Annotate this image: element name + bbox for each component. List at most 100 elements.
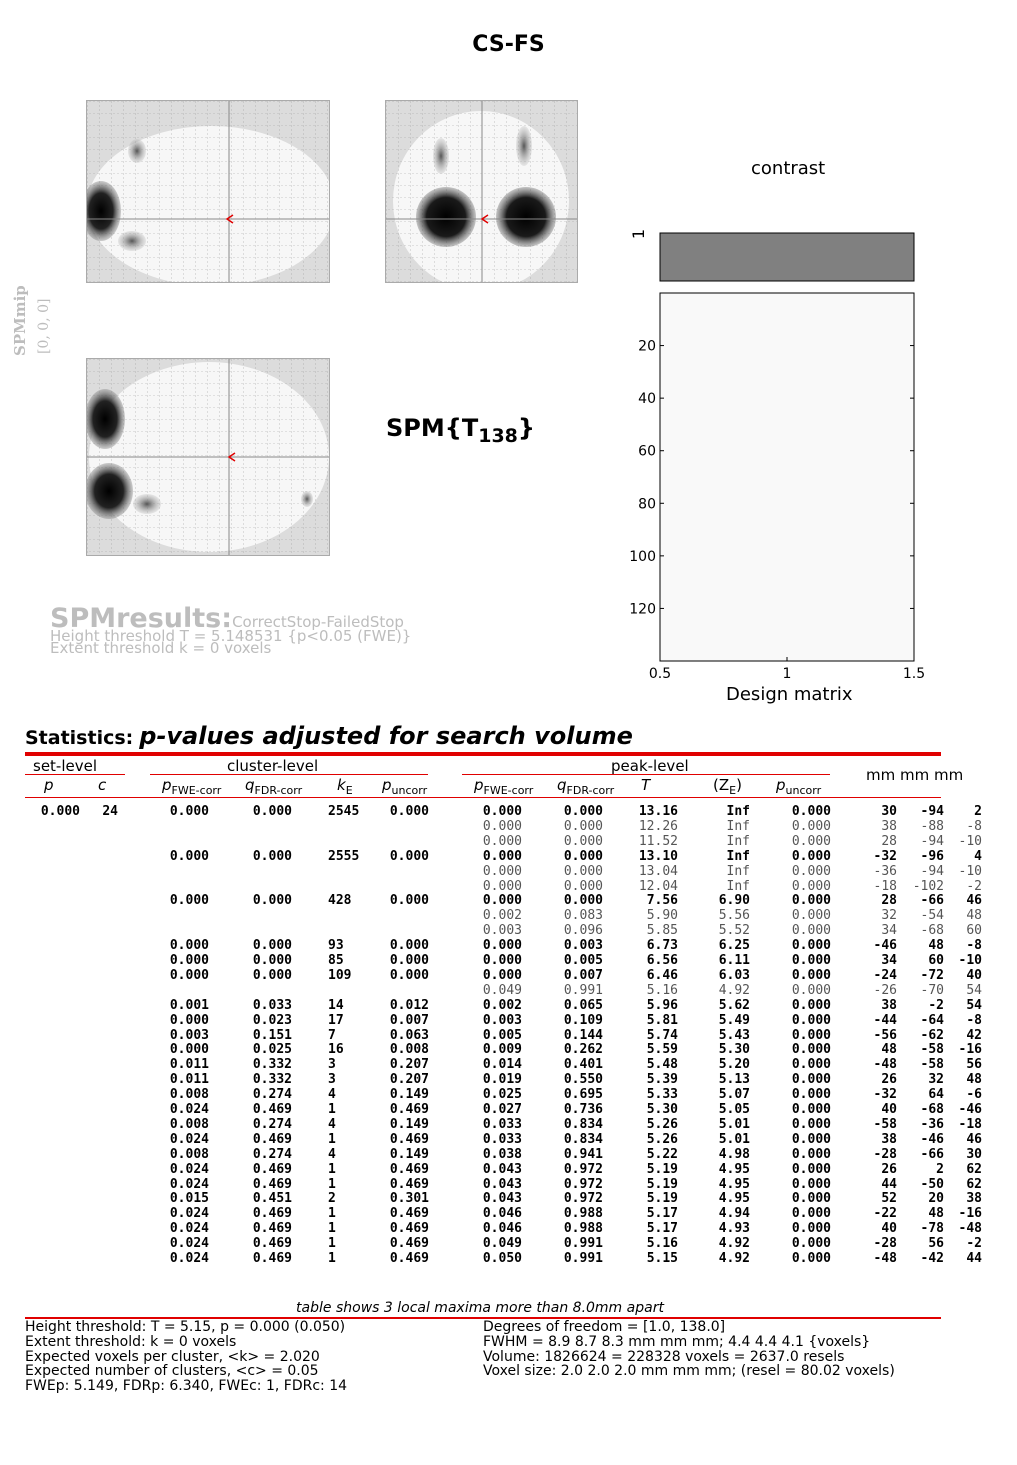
cell-cl-unc: 0.063 — [389, 1027, 429, 1043]
xtick-label: 1.5 — [903, 666, 925, 682]
stats-label: Statistics: — [25, 727, 134, 749]
cell-z: -2 — [966, 878, 982, 894]
cell-cl-fwe: 0.008 — [169, 1087, 209, 1103]
cell-y: -50 — [920, 1176, 944, 1192]
cell-pk-unc: 0.000 — [791, 1161, 831, 1177]
cell-pk-fdr: 0.988 — [563, 1221, 603, 1237]
cell-cl-fwe: 0.000 — [169, 953, 209, 968]
results-extent-threshold: Extent threshold k = 0 voxels — [50, 638, 272, 657]
ytick-label: 60 — [638, 444, 656, 460]
cell-y: -54 — [920, 908, 944, 924]
glass-brain-coronal — [385, 100, 578, 283]
table-row: 0.011 0.332 3 0.207 0.019 0.550 5.39 5.13 0.000 2… — [0, 1072, 1017, 1087]
cell-cl-unc: 0.207 — [389, 1057, 429, 1073]
cell-pk-fwe: 0.003 — [482, 923, 522, 939]
cell-cl-unc: 0.469 — [389, 1221, 429, 1237]
cell-pk-fdr: 0.007 — [563, 967, 603, 983]
cell-cl-k: 1 — [328, 1176, 336, 1192]
cell-z: -8 — [966, 818, 982, 834]
table-row: 0.024 0.469 1 0.469 0.027 0.736 5.30 5.05 0.000 4… — [0, 1102, 1017, 1117]
col-cl-fdr: qFDR-corr — [245, 776, 303, 797]
cell-x: -24 — [873, 967, 897, 983]
cell-pk-fwe: 0.000 — [482, 953, 522, 968]
col-cl-unc: puncorr — [382, 776, 428, 797]
cell-pk-t: 6.73 — [646, 938, 678, 954]
cell-cl-k: 1 — [328, 1102, 336, 1117]
cell-pk-t: 5.17 — [646, 1206, 678, 1222]
cell-pk-unc: 0.000 — [791, 848, 831, 864]
cell-cl-k: 1 — [328, 1206, 336, 1222]
table-row: 0.003 0.096 5.85 5.52 0.000 34 -68 60 — [0, 923, 1017, 938]
cell-cl-unc: 0.000 — [389, 938, 429, 954]
cell-x: 44 — [881, 1176, 897, 1192]
cell-pk-fwe: 0.000 — [482, 833, 522, 849]
cell-cl-fwe: 0.024 — [169, 1102, 209, 1117]
cell-z: 2 — [974, 804, 982, 819]
cell-pk-z: Inf — [726, 863, 750, 879]
cell-y: -42 — [920, 1251, 944, 1266]
cell-pk-t: 5.19 — [646, 1176, 678, 1192]
cell-pk-z: 4.95 — [718, 1176, 750, 1192]
cell-y: 32 — [928, 1072, 944, 1088]
cell-pk-t: 5.33 — [646, 1087, 678, 1103]
cell-x: 28 — [881, 893, 897, 909]
table-top-rule — [25, 752, 941, 756]
cell-x: -58 — [873, 1116, 897, 1132]
cell-x: 38 — [881, 818, 897, 834]
table-row: 0.024 0.469 1 0.469 0.033 0.834 5.26 5.01 0.000 3… — [0, 1132, 1017, 1147]
col-pk-t: T — [641, 776, 651, 794]
cell-x: -28 — [873, 1236, 897, 1252]
design-matrix-xticks: 0.5 1 1.5 — [649, 657, 925, 682]
cell-pk-unc: 0.000 — [791, 1042, 831, 1058]
cell-pk-t: 6.46 — [646, 967, 678, 983]
cell-z: 48 — [966, 1072, 982, 1088]
header-mm: mm mm mm — [866, 766, 964, 784]
table-row: 0.000 0.025 16 0.008 0.009 0.262 5.59 5.30 0.000… — [0, 1042, 1017, 1057]
cell-pk-unc: 0.000 — [791, 833, 831, 849]
cell-x: -32 — [873, 1087, 897, 1103]
cell-pk-t: 5.30 — [646, 1102, 678, 1117]
cell-pk-fdr: 0.109 — [563, 1012, 603, 1028]
cell-z: -6 — [966, 1087, 982, 1103]
cell-z: 62 — [966, 1161, 982, 1177]
table-row: 0.000 0.000 12.04 Inf 0.000 -18 -102 -2 — [0, 879, 1017, 894]
cell-y: 48 — [928, 938, 944, 954]
cell-x: 38 — [881, 997, 897, 1013]
cell-pk-fwe: 0.003 — [482, 1012, 522, 1028]
cell-pk-fdr: 0.991 — [563, 1236, 603, 1252]
spm-mip-coords: [0, 0, 0] — [36, 299, 52, 354]
cell-pk-fdr: 0.000 — [563, 878, 603, 894]
cell-cl-fwe: 0.024 — [169, 1161, 209, 1177]
table-row: 0.024 0.469 1 0.469 0.046 0.988 5.17 4.94 0.000 -… — [0, 1206, 1017, 1221]
cell-pk-fdr: 0.834 — [563, 1116, 603, 1132]
cell-cl-fwe: 0.003 — [169, 1027, 209, 1043]
cell-pk-unc: 0.000 — [791, 1087, 831, 1103]
cell-pk-z: 5.56 — [718, 908, 750, 924]
cell-x: 38 — [881, 1131, 897, 1147]
cell-pk-z: 5.62 — [718, 997, 750, 1013]
cell-cl-unc: 0.469 — [389, 1176, 429, 1192]
table-row: 0.000 0.000 109 0.000 0.000 0.007 6.46 6.03 0.00… — [0, 968, 1017, 983]
table-row: 0.000 0.000 12.26 Inf 0.000 38 -88 -8 — [0, 819, 1017, 834]
cell-y: 48 — [928, 1206, 944, 1222]
table-row: 0.024 0.469 1 0.469 0.043 0.972 5.19 4.95 0.000 2… — [0, 1162, 1017, 1177]
cell-pk-unc: 0.000 — [791, 967, 831, 983]
cell-pk-t: 11.52 — [638, 833, 678, 849]
cell-pk-fdr: 0.988 — [563, 1206, 603, 1222]
cell-pk-fdr: 0.695 — [563, 1087, 603, 1103]
cell-y: -88 — [920, 818, 944, 834]
footer-left-line: Expected voxels per cluster, <k> = 2.020 — [25, 1348, 320, 1365]
cell-pk-fwe: 0.000 — [482, 848, 522, 864]
cell-y: 56 — [928, 1236, 944, 1252]
cell-cl-fwe: 0.000 — [169, 804, 209, 819]
cell-pk-fwe: 0.000 — [482, 818, 522, 834]
cell-cl-fwe: 0.000 — [169, 1012, 209, 1028]
cell-x: -22 — [873, 1206, 897, 1222]
cell-set-c: 24 — [102, 804, 118, 819]
cell-cl-k: 7 — [328, 1027, 336, 1043]
cell-pk-unc: 0.000 — [791, 1012, 831, 1028]
cell-y: -2 — [928, 997, 944, 1013]
cell-z: -18 — [958, 1116, 982, 1132]
table-row: 0.008 0.274 4 0.149 0.033 0.834 5.26 5.01 0.000 -… — [0, 1117, 1017, 1132]
cell-z: 46 — [966, 893, 982, 909]
